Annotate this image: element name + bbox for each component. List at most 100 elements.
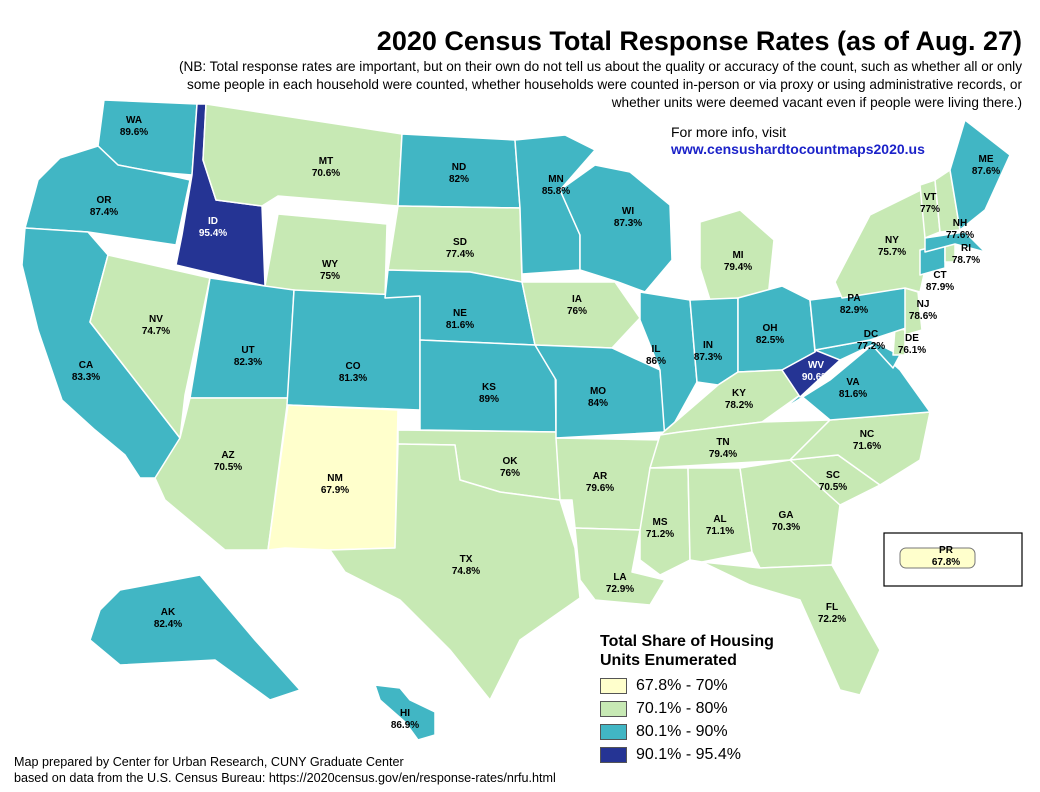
state-rate-ca: 83.3%	[72, 372, 100, 383]
state-label-mo: MO	[590, 386, 606, 397]
state-nv	[89, 254, 211, 439]
state-rate-tx: 74.8%	[452, 566, 480, 577]
state-label-ia: IA	[572, 294, 582, 305]
state-rate-ny: 75.7%	[878, 247, 906, 258]
state-label-de: DE	[905, 333, 919, 344]
state-rate-ok: 76%	[500, 468, 520, 479]
state-label-ar: AR	[593, 471, 608, 482]
state-label-wi: WI	[622, 206, 634, 217]
state-in	[689, 297, 739, 386]
legend-item: 70.1% - 80%	[600, 697, 774, 720]
state-wy	[264, 213, 388, 299]
state-rate-or: 87.4%	[90, 207, 118, 218]
state-rate-ia: 76%	[567, 306, 587, 317]
state-label-ky: KY	[732, 388, 746, 399]
legend-label: 80.1% - 90%	[636, 722, 728, 740]
state-pr	[899, 547, 976, 569]
state-ak	[89, 574, 301, 701]
credits-line2: based on data from the U.S. Census Burea…	[14, 771, 556, 785]
state-rate-ne: 81.6%	[446, 320, 474, 331]
state-rate-mn: 85.8%	[542, 186, 570, 197]
state-label-ne: NE	[453, 308, 467, 319]
more-info-label: For more info, visit	[671, 124, 787, 140]
pr-inset-frame	[883, 532, 1023, 587]
state-rate-nc: 71.6%	[853, 441, 881, 452]
state-rate-al: 71.1%	[706, 526, 734, 537]
legend-label: 67.8% - 70%	[636, 676, 728, 694]
more-info: For more info, visit www.censushardtocou…	[671, 124, 925, 158]
state-label-tx: TX	[460, 554, 473, 565]
state-label-mn: MN	[548, 174, 564, 185]
state-rate-co: 81.3%	[339, 373, 367, 384]
state-tx	[329, 443, 581, 701]
state-label-wy: WY	[322, 259, 338, 270]
legend-swatch	[600, 746, 627, 763]
state-label-va: VA	[846, 377, 859, 388]
state-label-tn: TN	[716, 437, 729, 448]
state-rate-az: 70.5%	[214, 462, 242, 473]
state-az	[154, 397, 289, 551]
page-title: 2020 Census Total Response Rates (as of …	[376, 26, 1022, 56]
state-label-wv: WV	[808, 360, 824, 371]
state-rate-nd: 82%	[449, 174, 469, 185]
state-rate-wv: 90.6%	[802, 372, 830, 383]
state-rate-ar: 79.6%	[586, 483, 614, 494]
state-rate-ks: 89%	[479, 394, 499, 405]
legend-title-line2: Units Enumerated	[600, 652, 737, 669]
state-label-nv: NV	[149, 314, 163, 325]
state-rate-sc: 70.5%	[819, 482, 847, 493]
state-label-mi: MI	[732, 250, 743, 261]
state-rate-wy: 75%	[320, 271, 340, 282]
state-wi	[559, 164, 673, 293]
legend: Total Share of Housing Units Enumerated …	[600, 632, 774, 766]
state-rate-il: 86%	[646, 356, 666, 367]
state-label-al: AL	[713, 514, 726, 525]
state-label-me: ME	[979, 154, 994, 165]
state-label-nh: NH	[953, 218, 967, 229]
state-rate-wa: 89.6%	[120, 127, 148, 138]
state-ma	[924, 231, 986, 253]
state-rate-ak: 82.4%	[154, 619, 182, 630]
state-label-sd: SD	[453, 237, 467, 248]
credits-line1: Map prepared by Center for Urban Researc…	[14, 755, 404, 769]
state-label-pa: PA	[847, 293, 860, 304]
state-mt	[202, 103, 403, 207]
state-rate-la: 72.9%	[606, 584, 634, 595]
state-hi	[374, 684, 436, 741]
state-label-nd: ND	[452, 162, 466, 173]
methodology-note: (NB: Total response rates are important,…	[178, 59, 1022, 110]
state-label-co: CO	[346, 361, 361, 372]
legend-swatch	[600, 700, 627, 717]
state-label-wa: WA	[126, 115, 142, 126]
state-label-il: IL	[652, 344, 661, 355]
state-label-ak: AK	[161, 607, 176, 618]
state-rate-ga: 70.3%	[772, 522, 800, 533]
legend-label: 70.1% - 80%	[636, 699, 728, 717]
state-rate-fl: 72.2%	[818, 614, 846, 625]
state-rate-nj: 78.6%	[909, 311, 937, 322]
state-rate-nh: 77.6%	[946, 230, 974, 241]
legend-title: Total Share of Housing Units Enumerated	[600, 632, 774, 670]
state-rate-mi: 79.4%	[724, 262, 752, 273]
state-label-ri: RI	[961, 243, 971, 254]
state-label-ms: MS	[653, 517, 668, 528]
state-label-la: LA	[613, 572, 626, 583]
state-label-dc: DC	[864, 329, 878, 340]
state-rate-ri: 78.7%	[952, 255, 980, 266]
more-info-link[interactable]: www.censushardtocountmaps2020.us	[671, 141, 925, 157]
state-me	[949, 119, 1011, 231]
legend-label: 90.1% - 95.4%	[636, 745, 741, 763]
legend-swatch	[600, 677, 627, 694]
state-rate-ms: 71.2%	[646, 529, 674, 540]
state-label-ut: UT	[241, 345, 254, 356]
legend-item: 67.8% - 70%	[600, 674, 774, 697]
state-rate-ky: 78.2%	[725, 400, 753, 411]
state-rate-mo: 84%	[588, 398, 608, 409]
state-label-id: ID	[208, 216, 218, 227]
state-rate-nv: 74.7%	[142, 326, 170, 337]
state-label-pr: PR	[939, 545, 954, 556]
state-fl	[701, 561, 881, 696]
state-rate-id: 95.4%	[199, 228, 227, 239]
